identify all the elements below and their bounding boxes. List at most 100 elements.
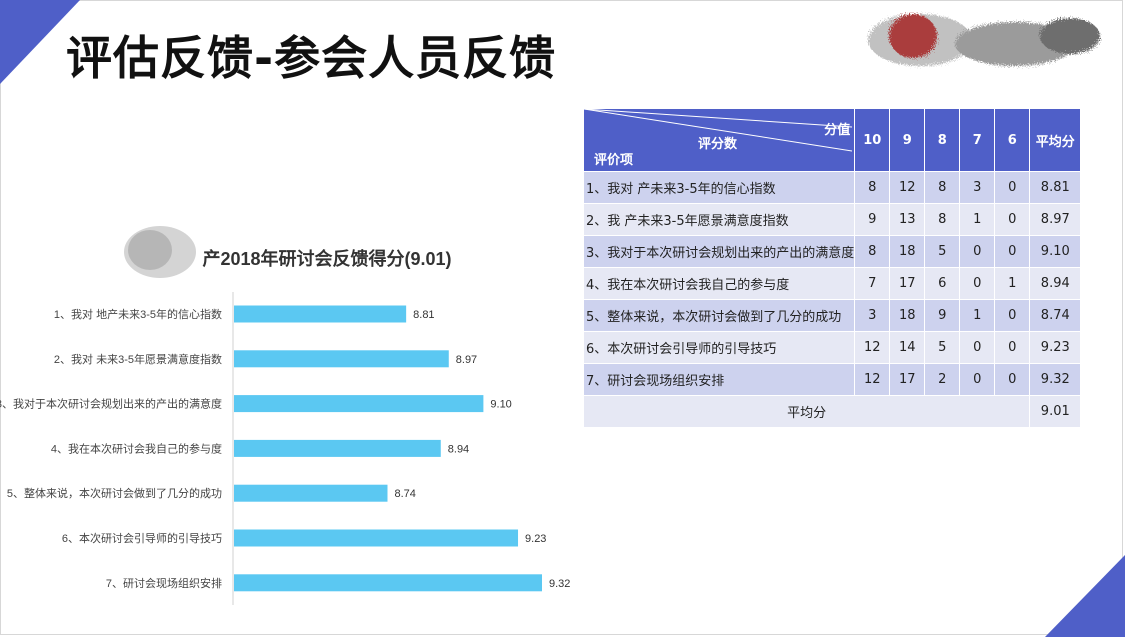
row-count-cell: 8 <box>924 171 961 204</box>
row-count-cell: 0 <box>959 363 996 396</box>
bar <box>234 439 441 457</box>
footer-value: 9.01 <box>1029 395 1082 428</box>
table-row: 5、整体来说，本次研讨会做到了几分的成功 3 18 9 1 0 8.74 <box>582 299 1082 332</box>
chart-title-blur-image <box>124 226 196 278</box>
table-row: 2、我 产未来3-5年愿景满意度指数 9 13 8 1 0 8.97 <box>582 203 1082 236</box>
column-header-7: 7 <box>959 108 996 172</box>
table-row: 4、我在本次研讨会我自己的参与度 7 17 6 0 1 8.94 <box>582 267 1082 300</box>
row-average-cell: 9.23 <box>1029 331 1082 364</box>
table-header-row: 分值 评分数 评价项 10 9 8 7 6 平均分 <box>582 108 1082 172</box>
row-count-cell: 0 <box>994 171 1031 204</box>
slide-title: 评估反馈-参会人员反馈 <box>66 31 557 85</box>
row-count-cell: 13 <box>889 203 926 236</box>
row-average-cell: 8.81 <box>1029 171 1082 204</box>
row-count-cell: 1 <box>959 203 996 236</box>
row-count-cell: 0 <box>994 235 1031 268</box>
row-item-label: 5、整体来说，本次研讨会做到了几分的成功 <box>582 299 856 332</box>
bar-value-label: 8.74 <box>395 488 416 500</box>
row-count-cell: 3 <box>854 299 891 332</box>
table-row: 1、我对 产未来3-5年的信心指数 8 12 8 3 0 8.81 <box>582 171 1082 204</box>
bar <box>234 529 519 547</box>
row-item-label: 6、本次研讨会引导师的引导技巧 <box>582 331 856 364</box>
bar-value-label: 8.94 <box>448 443 469 455</box>
bar <box>234 350 449 368</box>
row-count-cell: 12 <box>854 331 891 364</box>
bar-value-label: 9.32 <box>549 578 570 590</box>
corner-accent-top-left <box>0 0 80 84</box>
column-header-8: 8 <box>924 108 961 172</box>
category-label: 4、我在本次研讨会我自己的参与度 <box>51 441 222 455</box>
column-header-10: 10 <box>854 108 891 172</box>
row-count-cell: 12 <box>854 363 891 396</box>
column-header-6: 6 <box>994 108 1031 172</box>
row-count-cell: 0 <box>959 235 996 268</box>
category-label: 2、我对 未来3-5年愿景满意度指数 <box>54 352 222 366</box>
bar-value-label: 9.10 <box>490 399 511 411</box>
row-count-cell: 5 <box>924 331 961 364</box>
table-row: 6、本次研讨会引导师的引导技巧 12 14 5 0 0 9.23 <box>582 331 1082 364</box>
column-header-average: 平均分 <box>1029 108 1082 172</box>
category-label: 5、整体来说，本次研讨会做到了几分的成功 <box>7 486 222 500</box>
row-count-cell: 12 <box>889 171 926 204</box>
table-row: 3、我对于本次研讨会规划出来的产出的满意度 8 18 5 0 0 9.10 <box>582 235 1082 268</box>
bar-chart: 产2018年研讨会反馈得分(9.01) 8.81 1、我对 地产未来3-5年的信心… <box>0 226 570 605</box>
row-item-label: 3、我对于本次研讨会规划出来的产出的满意度 <box>582 235 856 268</box>
corner-label-score: 分值 <box>824 123 851 138</box>
row-item-label: 7、研讨会现场组织安排 <box>582 363 856 396</box>
bar <box>234 484 388 502</box>
corner-accent-bottom-right <box>1045 555 1125 637</box>
row-count-cell: 0 <box>959 267 996 300</box>
category-label: 1、我对 地产未来3-5年的信心指数 <box>54 307 222 321</box>
table-footer-row: 平均分 9.01 <box>582 395 1082 428</box>
table-corner-cell: 分值 评分数 评价项 <box>582 108 856 172</box>
footer-label: 平均分 <box>582 395 1031 428</box>
bar-value-label: 8.81 <box>413 309 434 321</box>
row-count-cell: 0 <box>994 299 1031 332</box>
row-count-cell: 9 <box>924 299 961 332</box>
row-count-cell: 18 <box>889 299 926 332</box>
brush-logo-image <box>868 14 1100 66</box>
row-average-cell: 8.97 <box>1029 203 1082 236</box>
row-count-cell: 5 <box>924 235 961 268</box>
row-item-label: 2、我 产未来3-5年愿景满意度指数 <box>582 203 856 236</box>
row-count-cell: 1 <box>959 299 996 332</box>
row-item-label: 4、我在本次研讨会我自己的参与度 <box>582 267 856 300</box>
row-count-cell: 0 <box>994 363 1031 396</box>
row-count-cell: 18 <box>889 235 926 268</box>
category-label: 3、我对于本次研讨会规划出来的产出的满意度 <box>0 397 222 411</box>
row-count-cell: 6 <box>924 267 961 300</box>
row-average-cell: 8.74 <box>1029 299 1082 332</box>
row-average-cell: 8.94 <box>1029 267 1082 300</box>
row-count-cell: 3 <box>959 171 996 204</box>
row-count-cell: 0 <box>959 331 996 364</box>
row-count-cell: 8 <box>924 203 961 236</box>
row-count-cell: 14 <box>889 331 926 364</box>
bar-value-label: 8.97 <box>456 354 477 366</box>
bar <box>234 395 484 413</box>
bar <box>234 574 542 592</box>
row-count-cell: 7 <box>854 267 891 300</box>
row-count-cell: 8 <box>854 235 891 268</box>
row-count-cell: 17 <box>889 363 926 396</box>
row-average-cell: 9.32 <box>1029 363 1082 396</box>
corner-label-count: 评分数 <box>698 137 738 152</box>
row-count-cell: 0 <box>994 331 1031 364</box>
row-count-cell: 9 <box>854 203 891 236</box>
diagonal-lines <box>584 109 852 152</box>
category-label: 6、本次研讨会引导师的引导技巧 <box>62 531 222 545</box>
bar <box>234 305 407 323</box>
row-count-cell: 0 <box>994 203 1031 236</box>
row-count-cell: 2 <box>924 363 961 396</box>
row-average-cell: 9.10 <box>1029 235 1082 268</box>
row-count-cell: 17 <box>889 267 926 300</box>
corner-label-item: 评价项 <box>594 153 634 168</box>
category-label: 7、研讨会现场组织安排 <box>106 576 222 590</box>
score-table: 分值 评分数 评价项 10 9 8 7 6 平均分 1、我对 产未来3-5年的信… <box>582 108 1082 428</box>
table-row: 7、研讨会现场组织安排 12 17 2 0 0 9.32 <box>582 363 1082 396</box>
column-header-9: 9 <box>889 108 926 172</box>
row-item-label: 1、我对 产未来3-5年的信心指数 <box>582 171 856 204</box>
bar-value-label: 9.23 <box>525 533 546 545</box>
chart-title: 产2018年研讨会反馈得分(9.01) <box>202 248 451 269</box>
row-count-cell: 1 <box>994 267 1031 300</box>
